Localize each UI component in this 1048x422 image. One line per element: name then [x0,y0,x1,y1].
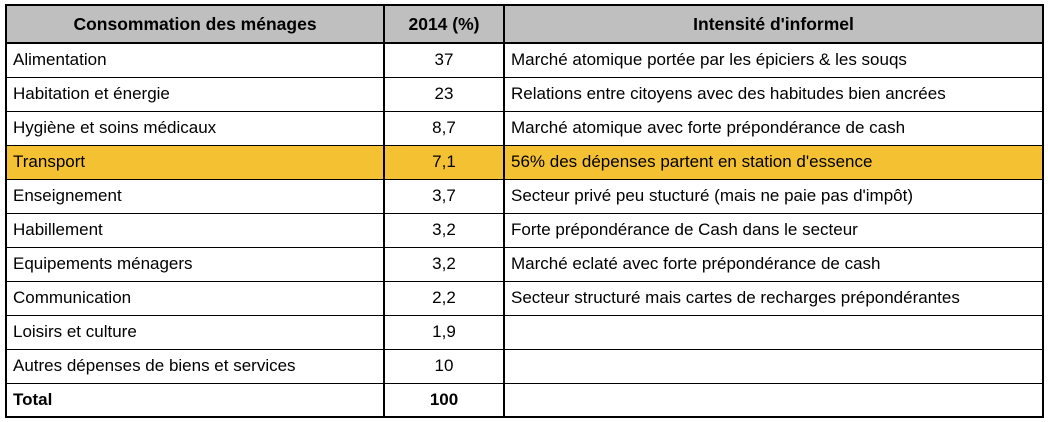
category-cell: Hygiène et soins médicaux [5,110,385,146]
table-row-highlighted: Transport 7,1 56% des dépenses partent e… [5,144,1044,180]
informality-cell: Secteur privé peu stucturé (mais ne paie… [503,178,1044,214]
informality-cell: Marché eclaté avec forte prépondérance d… [503,246,1044,282]
percent-cell: 3,2 [383,212,505,248]
percent-cell: 7,1 [383,144,505,180]
table-row: Alimentation 37 Marché atomique portée p… [5,42,1044,78]
total-row: Total 100 [5,382,1044,418]
total-label: Total [5,382,385,418]
category-cell: Loisirs et culture [5,314,385,350]
percent-cell: 3,2 [383,246,505,282]
informality-cell [503,314,1044,350]
percent-cell: 23 [383,76,505,112]
consumption-table-container: Consommation des ménages 2014 (%) Intens… [5,4,1044,418]
total-note [503,382,1044,418]
informality-cell: Marché atomique portée par les épiciers … [503,42,1044,78]
header-category: Consommation des ménages [5,4,385,44]
consumption-table: Consommation des ménages 2014 (%) Intens… [5,4,1044,418]
informality-cell: Marché atomique avec forte prépondérance… [503,110,1044,146]
table-row: Habitation et énergie 23 Relations entre… [5,76,1044,112]
informality-cell [503,348,1044,384]
percent-cell: 1,9 [383,314,505,350]
table-row: Equipements ménagers 3,2 Marché eclaté a… [5,246,1044,282]
table-row: Communication 2,2 Secteur structuré mais… [5,280,1044,316]
category-cell: Communication [5,280,385,316]
category-cell: Alimentation [5,42,385,78]
header-row: Consommation des ménages 2014 (%) Intens… [5,4,1044,44]
informality-cell: Forte prépondérance de Cash dans le sect… [503,212,1044,248]
header-percent: 2014 (%) [383,4,505,44]
percent-cell: 3,7 [383,178,505,214]
category-cell: Habillement [5,212,385,248]
informality-cell: 56% des dépenses partent en station d'es… [503,144,1044,180]
percent-cell: 10 [383,348,505,384]
percent-cell: 37 [383,42,505,78]
table-row: Habillement 3,2 Forte prépondérance de C… [5,212,1044,248]
total-value: 100 [383,382,505,418]
informality-cell: Relations entre citoyens avec des habitu… [503,76,1044,112]
percent-cell: 8,7 [383,110,505,146]
category-cell: Autres dépenses de biens et services [5,348,385,384]
table-row: Autres dépenses de biens et services 10 [5,348,1044,384]
table-row: Loisirs et culture 1,9 [5,314,1044,350]
category-cell: Habitation et énergie [5,76,385,112]
category-cell: Equipements ménagers [5,246,385,282]
table-row: Hygiène et soins médicaux 8,7 Marché ato… [5,110,1044,146]
header-informality: Intensité d'informel [503,4,1044,44]
percent-cell: 2,2 [383,280,505,316]
category-cell: Enseignement [5,178,385,214]
category-cell: Transport [5,144,385,180]
table-row: Enseignement 3,7 Secteur privé peu stuct… [5,178,1044,214]
informality-cell: Secteur structuré mais cartes de recharg… [503,280,1044,316]
